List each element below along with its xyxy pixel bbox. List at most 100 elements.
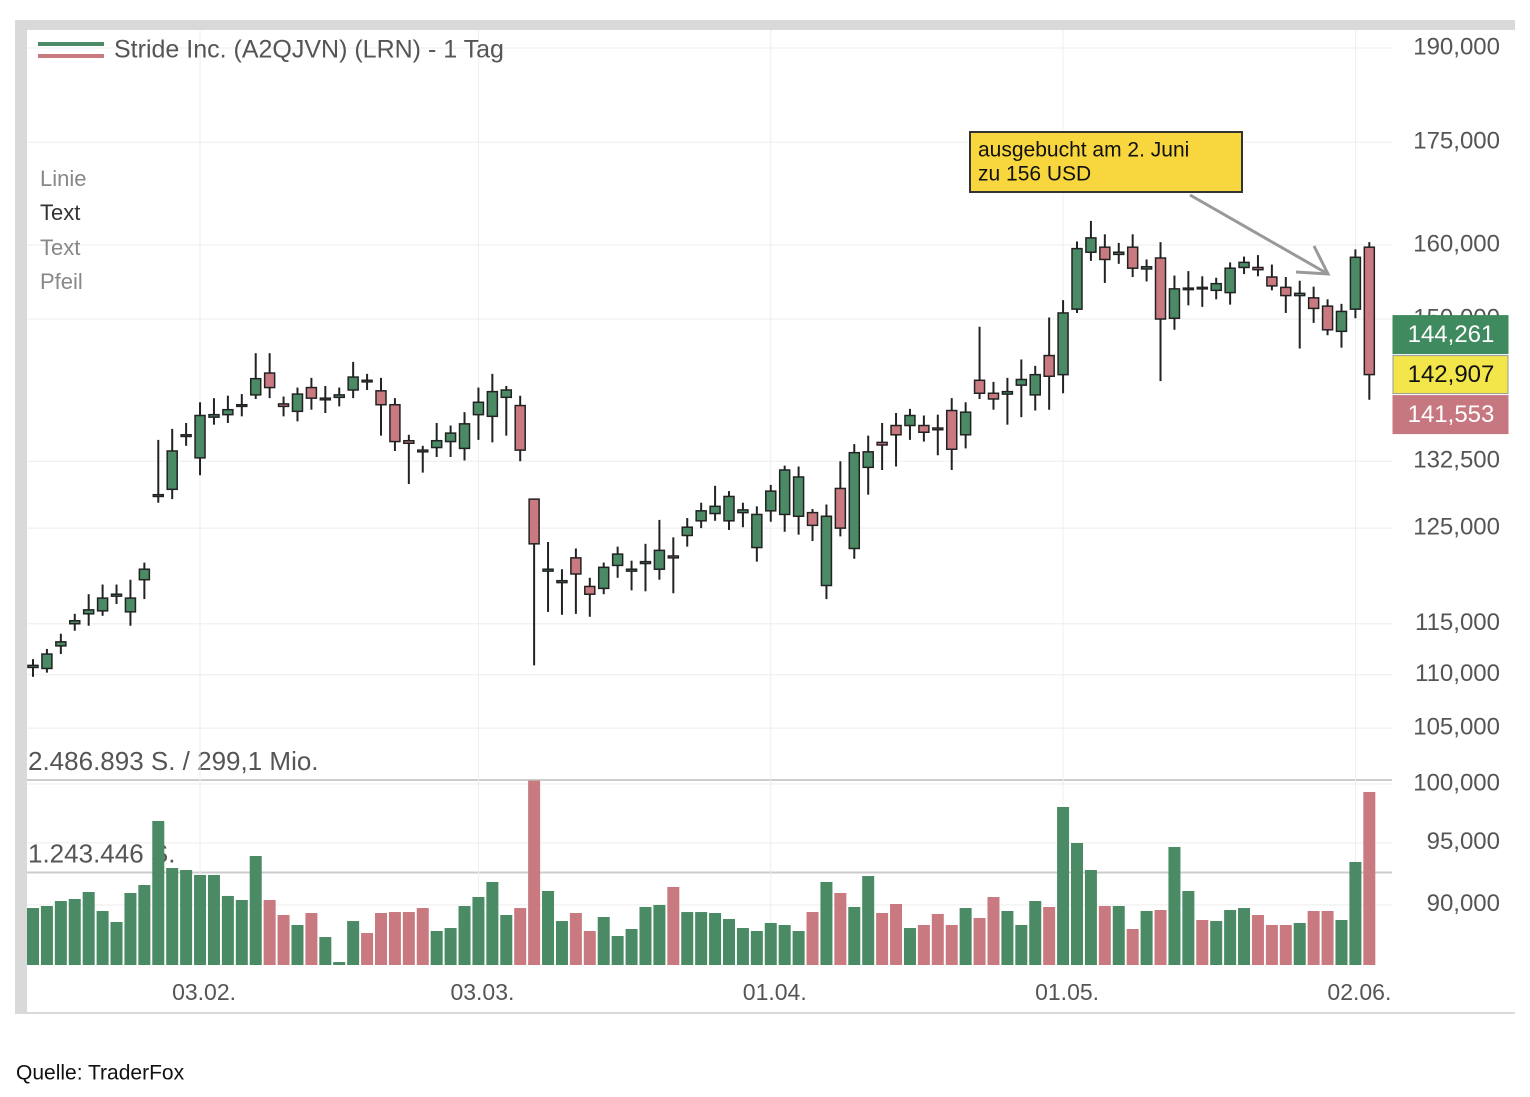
candle-body (737, 509, 749, 514)
volume-bar (82, 892, 95, 965)
menu-item[interactable]: Text (40, 200, 80, 225)
candle-body (236, 403, 248, 408)
menu-item[interactable]: Text (40, 235, 80, 260)
candle-body (1293, 292, 1306, 297)
candle-body (1126, 246, 1139, 269)
annotation-text: zu 156 USD (978, 163, 1091, 186)
candle-body (514, 404, 526, 451)
y-tick-label: 125,000 (1413, 513, 1500, 540)
y-tick-label: 132,500 (1413, 447, 1500, 474)
candle-body (792, 476, 805, 518)
volume-bar (528, 780, 541, 965)
candle-body (723, 495, 735, 522)
source: Quelle: TraderFox (16, 1062, 185, 1085)
y-tick-label: 105,000 (1413, 713, 1500, 740)
candle-body (291, 393, 304, 413)
volume-bar (402, 912, 415, 965)
x-tick-label: 02.06. (1327, 979, 1391, 1005)
volume-bar (444, 928, 457, 965)
candle-body (305, 386, 318, 399)
volume-bar (1098, 906, 1111, 965)
volume-bar (388, 912, 401, 965)
candle-body (1252, 266, 1264, 271)
volume-bar (583, 931, 596, 965)
volume-bar (681, 912, 694, 965)
volume-bar (653, 904, 666, 965)
volume-bar (1126, 928, 1139, 965)
volume-bar (235, 899, 248, 965)
candle-body (41, 653, 53, 670)
candle-body (1266, 276, 1278, 287)
candle-body (1154, 257, 1167, 320)
volume-bar (876, 913, 889, 965)
volume-bar (40, 906, 53, 965)
candle-body (987, 392, 1000, 400)
candle-body (1001, 390, 1014, 395)
volume-bar (1057, 806, 1070, 965)
volume-bar (1293, 922, 1306, 965)
candle-body (55, 641, 67, 647)
volume-bar (486, 881, 499, 965)
candle-body (389, 403, 401, 443)
candle-body (417, 449, 429, 453)
candle-body (959, 411, 972, 436)
menu-item[interactable]: Pfeil (40, 269, 83, 294)
volume-bar (848, 906, 861, 965)
x-tick-label: 01.04. (743, 979, 807, 1005)
volume-bar (221, 895, 234, 965)
candle-body (180, 434, 192, 438)
candle-body (375, 390, 387, 406)
candle-body (973, 379, 986, 395)
volume-bar (361, 933, 374, 965)
price-marker (1392, 315, 1509, 355)
candle-body (932, 427, 944, 431)
candle-body (667, 555, 680, 559)
candle-body (848, 451, 861, 550)
volume-bar (1279, 924, 1292, 965)
volume-bar (319, 937, 332, 965)
volume-bar (1349, 861, 1362, 965)
price-marker-label: 142,907 (1408, 361, 1495, 388)
candle-body (1335, 310, 1348, 333)
volume-bar (180, 870, 193, 965)
candle-body (570, 557, 582, 575)
candle-body (1349, 256, 1362, 310)
candle-body (1043, 354, 1055, 378)
price-marker-label: 144,261 (1408, 321, 1495, 348)
candle-body (1029, 373, 1041, 396)
volume-bar (514, 908, 527, 965)
candle-body (110, 593, 123, 597)
candle-body (222, 408, 234, 416)
volume-bar (542, 890, 555, 965)
volume-bar (959, 908, 972, 965)
volume-bar (987, 897, 1000, 965)
candle-body (166, 450, 178, 491)
volume-bar (347, 921, 360, 965)
volume-bar (68, 899, 81, 965)
price-marker (1392, 355, 1509, 395)
volume-bar (375, 913, 387, 965)
volume-bar (806, 912, 819, 965)
volume-bar (1029, 901, 1042, 965)
candle-body (528, 498, 540, 545)
volume-bar (458, 906, 471, 965)
candle-body (138, 568, 151, 581)
candle-body (918, 424, 930, 433)
candle-body (1099, 246, 1111, 261)
annotation-box (969, 131, 1243, 193)
y-tick-label: 190,000 (1413, 33, 1500, 60)
candle-body (1071, 247, 1083, 310)
volume-bar (194, 874, 207, 965)
candle-body (444, 432, 457, 443)
volume-bar (27, 908, 39, 965)
candle-body (1113, 251, 1125, 256)
volume-bar (1043, 906, 1056, 965)
chart-title: Stride Inc. (A2QJVN) (LRN) - 1 Tag (114, 36, 504, 64)
candle-body (27, 664, 39, 669)
candle-body (263, 372, 276, 389)
volume-bar (110, 922, 123, 965)
menu-item[interactable]: Linie (40, 166, 86, 191)
volume-bar (597, 917, 610, 965)
candle-body (472, 401, 485, 416)
